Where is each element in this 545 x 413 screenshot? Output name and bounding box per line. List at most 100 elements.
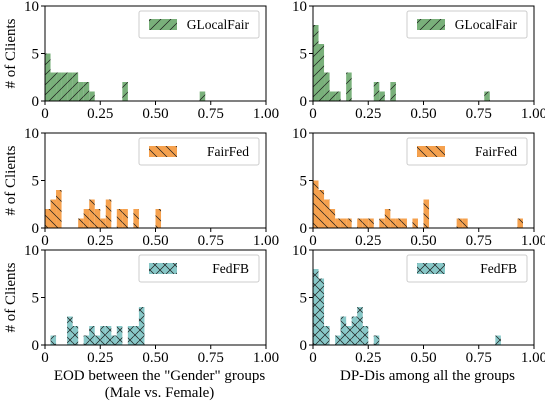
x-axis-label: (Male vs. Female) — [105, 385, 215, 401]
bar-hatch — [199, 91, 206, 101]
panel-1: 0 0.25 0.50 0.75 1.00 0 5 10 # of Clients GLocalF… — [3, 0, 279, 122]
bar-hatch — [379, 91, 385, 101]
bar-hatch — [105, 199, 112, 228]
bar-hatch — [357, 307, 363, 345]
x-tick-label: 0.50 — [410, 106, 436, 122]
x-tick-label: 0.75 — [198, 350, 224, 366]
x-tick-label: 1.00 — [521, 350, 545, 366]
bar-hatch — [50, 72, 57, 101]
x-tick-label: 0.50 — [142, 233, 168, 249]
bar-hatch — [61, 72, 68, 101]
x-tick-label: 0.75 — [466, 106, 492, 122]
y-tick-label: 10 — [24, 243, 39, 259]
bar-hatch — [384, 209, 391, 228]
bar-hatch — [313, 180, 319, 228]
x-tick-label: 0.75 — [198, 106, 224, 122]
bar-hatch — [116, 209, 123, 228]
x-axis-label: EOD between the "Gender" groups — [54, 368, 266, 384]
x-tick-label: 0.50 — [410, 350, 436, 366]
bar-hatch — [78, 82, 84, 101]
x-tick-label: 0.75 — [466, 350, 492, 366]
y-axis-label: # of Clients — [3, 145, 19, 215]
x-tick-label: 0.75 — [198, 233, 224, 249]
x-tick-label: 1.00 — [253, 350, 279, 366]
bar-hatch — [335, 91, 341, 101]
bar-hatch — [346, 72, 352, 101]
bar-hatch — [83, 209, 90, 228]
bar-hatch — [340, 316, 347, 345]
bar-hatch — [45, 209, 51, 228]
bar-hatch — [116, 326, 123, 345]
bar-hatch — [72, 72, 79, 101]
bar-hatch — [56, 190, 62, 228]
bar-hatch — [324, 72, 330, 101]
bar-hatch — [67, 72, 73, 101]
panel-6: 0 0.25 0.50 0.75 1.00 0 5 10 FedFB DP-Dis among a… — [292, 243, 545, 384]
bar-hatch — [390, 82, 396, 101]
bar-hatch — [495, 335, 501, 345]
x-tick-label: 1.00 — [253, 233, 279, 249]
legend-label: FedFB — [212, 261, 249, 276]
bar-hatch — [122, 209, 128, 228]
bar-hatch — [133, 326, 139, 345]
bar-hatch — [105, 326, 112, 345]
legend: FairFed — [406, 137, 528, 166]
y-tick-label: 5 — [300, 291, 308, 307]
y-tick-label: 0 — [300, 94, 308, 110]
panel-4: 0 0.25 0.50 0.75 1.00 0 5 10 FairFed — [292, 126, 545, 249]
y-tick-label: 10 — [24, 0, 39, 15]
bar-hatch — [484, 91, 490, 101]
bar-hatch — [395, 218, 402, 228]
bar-hatch — [423, 199, 430, 228]
legend: FairFed — [138, 137, 260, 166]
x-tick-label: 0.50 — [410, 233, 436, 249]
y-tick-label: 10 — [292, 243, 307, 259]
bar-hatch — [45, 53, 51, 101]
y-axis-label: # of Clients — [3, 262, 19, 332]
panel-2: 0 0.25 0.50 0.75 1.00 0 5 10 GLocalFair — [292, 0, 545, 122]
bar-hatch — [127, 326, 134, 345]
bar-hatch — [94, 209, 101, 228]
bar-hatch — [100, 326, 106, 345]
y-tick-label: 10 — [24, 126, 39, 142]
x-tick-label: 0.50 — [142, 106, 168, 122]
x-tick-label: 1.00 — [521, 106, 545, 122]
bar-hatch — [390, 218, 396, 228]
legend-label: FairFed — [207, 144, 249, 159]
legend-box — [406, 137, 528, 166]
x-tick-label: 0 — [309, 350, 317, 366]
bar-hatch — [346, 218, 352, 228]
bar-hatch — [155, 209, 162, 228]
bar-hatch — [56, 72, 62, 101]
bar-hatch — [67, 316, 73, 345]
bar-hatch — [313, 25, 319, 101]
x-tick-label: 1.00 — [521, 233, 545, 249]
panel-5: 0 0.25 0.50 0.75 1.00 0 5 10 # of Clients FedFB EO… — [3, 243, 279, 401]
x-tick-label: 0.25 — [355, 233, 381, 249]
bar-hatch — [318, 278, 325, 345]
bar-hatch — [72, 326, 79, 345]
x-axis-label: DP-Dis among all the groups — [340, 368, 515, 384]
bar-hatch — [324, 326, 330, 345]
x-tick-label: 0.25 — [355, 350, 381, 366]
y-tick-label: 0 — [300, 338, 308, 354]
legend-label: FairFed — [475, 144, 517, 159]
bar-hatch — [313, 269, 319, 345]
bar-hatch — [412, 218, 418, 228]
bar-hatch — [89, 199, 95, 228]
bar-hatch — [83, 335, 90, 345]
bar-hatch — [362, 326, 369, 345]
bar-hatch — [346, 326, 352, 345]
y-tick-label: 5 — [300, 174, 308, 190]
x-tick-label: 0 — [41, 350, 49, 366]
x-tick-label: 0.25 — [87, 350, 113, 366]
bar-hatch — [318, 44, 325, 101]
bar-hatch — [362, 218, 369, 228]
bar-hatch — [335, 218, 341, 228]
bar-hatch — [78, 218, 84, 228]
panel-3: 0 0.25 0.50 0.75 1.00 0 5 10 # of Clients FairFed — [3, 126, 279, 249]
legend-swatch-hatch — [149, 146, 177, 157]
bar-hatch — [401, 218, 407, 228]
y-tick-label: 0 — [300, 221, 308, 237]
bar-hatch — [318, 190, 325, 228]
